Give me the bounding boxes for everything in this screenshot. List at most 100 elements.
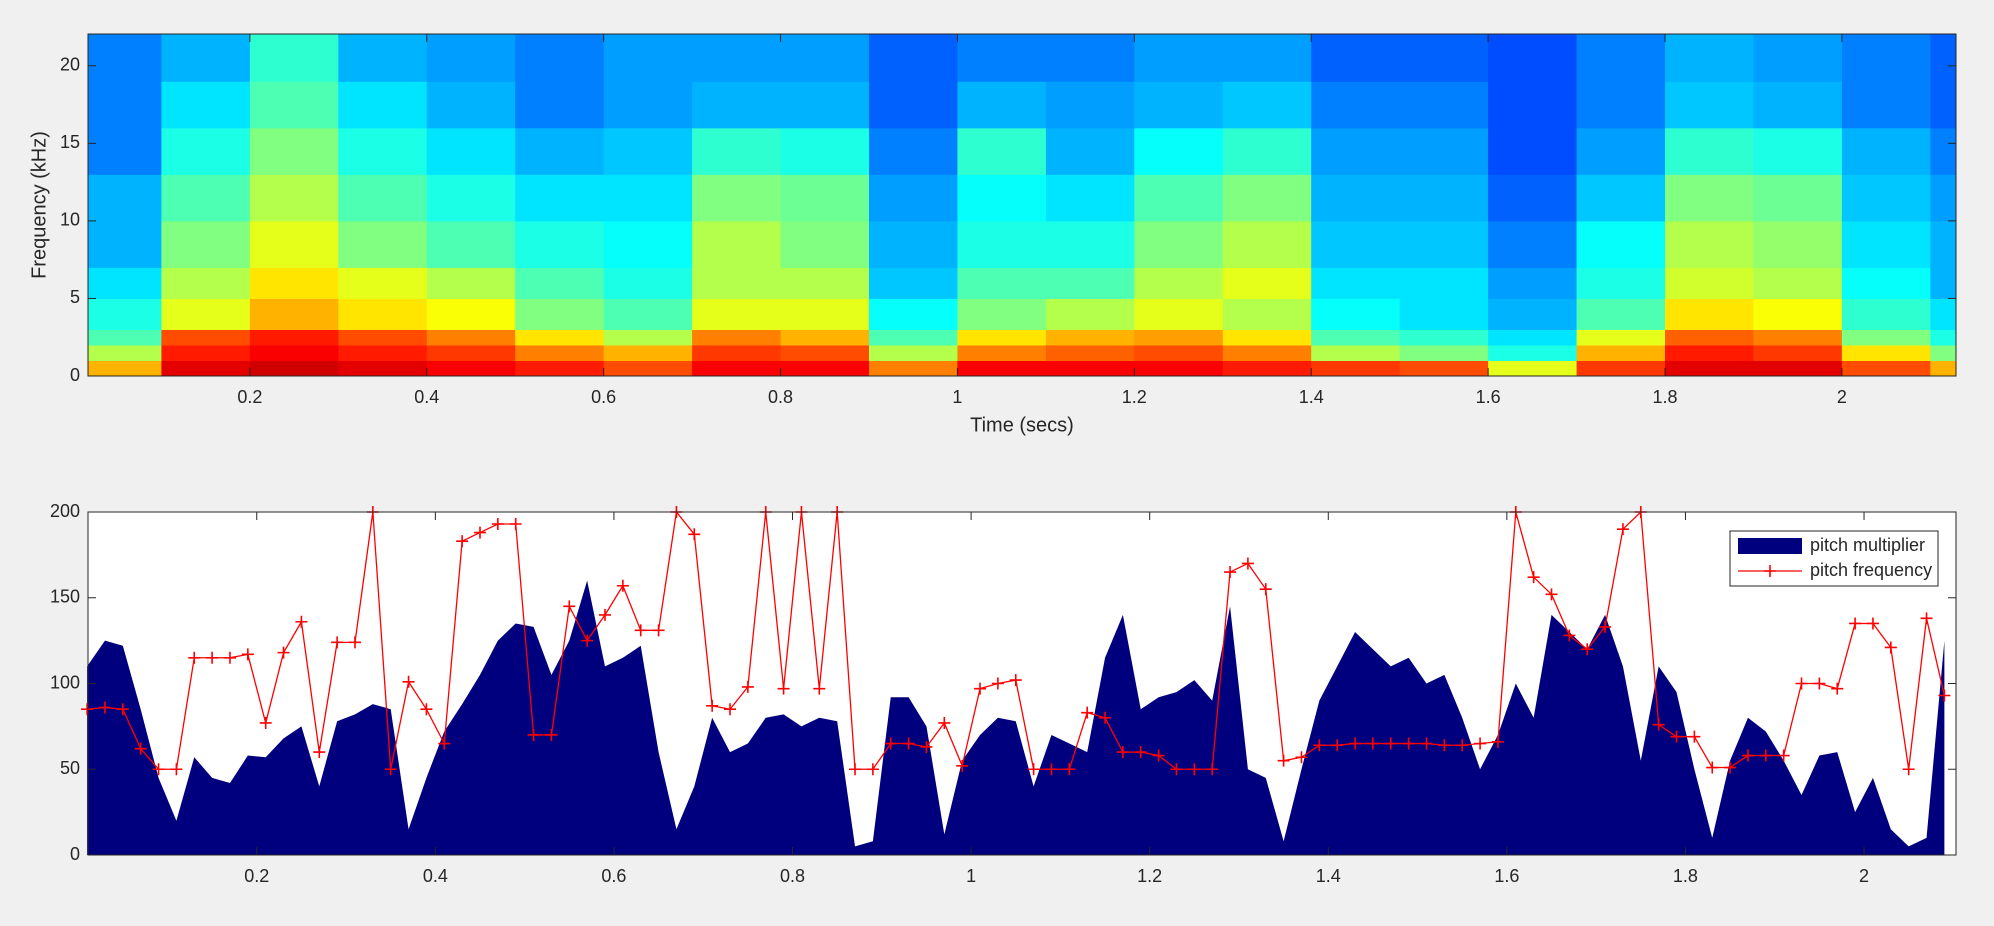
cell bbox=[603, 267, 693, 299]
cell bbox=[603, 360, 693, 376]
cell bbox=[1134, 174, 1224, 222]
marker bbox=[1206, 763, 1219, 776]
marker bbox=[849, 763, 862, 776]
cell bbox=[88, 220, 162, 268]
cell bbox=[1488, 34, 1578, 82]
cell bbox=[249, 34, 339, 82]
marker bbox=[1438, 739, 1451, 752]
cell bbox=[1311, 329, 1401, 346]
cell bbox=[1841, 220, 1931, 268]
marker bbox=[616, 579, 629, 592]
cell bbox=[1665, 34, 1754, 82]
marker bbox=[1366, 737, 1379, 750]
cell bbox=[426, 34, 516, 82]
cell bbox=[957, 220, 1047, 268]
cell bbox=[1576, 267, 1666, 299]
cell bbox=[603, 127, 693, 175]
cell bbox=[780, 329, 870, 346]
x-tick-label: 1.2 bbox=[1137, 866, 1162, 886]
cell bbox=[692, 298, 782, 330]
cell bbox=[338, 298, 428, 330]
marker bbox=[902, 737, 915, 750]
marker bbox=[1884, 641, 1897, 654]
marker bbox=[1777, 749, 1790, 762]
marker bbox=[1009, 674, 1022, 687]
cell bbox=[1399, 344, 1489, 361]
marker bbox=[402, 675, 415, 688]
cell bbox=[1134, 329, 1224, 346]
cell bbox=[603, 329, 693, 346]
cell bbox=[1222, 329, 1312, 346]
cell bbox=[88, 360, 162, 376]
cell bbox=[1399, 267, 1489, 299]
cell bbox=[1665, 344, 1754, 361]
cell bbox=[1576, 329, 1666, 346]
x-tick-label: 1.6 bbox=[1494, 866, 1519, 886]
cell bbox=[868, 344, 958, 361]
cell bbox=[603, 298, 693, 330]
y-tick-label: 150 bbox=[50, 587, 80, 607]
cell bbox=[1488, 127, 1578, 175]
x-tick-label: 2 bbox=[1859, 866, 1869, 886]
cell bbox=[1930, 81, 1956, 129]
cell bbox=[868, 34, 958, 82]
marker bbox=[491, 518, 504, 531]
y-tick-label: 10 bbox=[60, 210, 80, 230]
cell bbox=[1488, 329, 1578, 346]
cell bbox=[161, 174, 251, 222]
cell bbox=[957, 267, 1047, 299]
cell bbox=[1222, 344, 1312, 361]
cell bbox=[957, 298, 1047, 330]
x-tick-label: 0.6 bbox=[601, 866, 626, 886]
marker bbox=[1902, 763, 1915, 776]
marker bbox=[473, 526, 486, 539]
cell bbox=[1222, 298, 1312, 330]
cell bbox=[1488, 81, 1578, 129]
area bbox=[87, 580, 1945, 855]
cell bbox=[603, 174, 693, 222]
cell bbox=[515, 298, 605, 330]
x-tick-label: 0.8 bbox=[768, 387, 793, 407]
cell bbox=[1488, 344, 1578, 361]
cell bbox=[515, 127, 605, 175]
marker bbox=[134, 742, 147, 755]
cell bbox=[1930, 174, 1956, 222]
legend-marker bbox=[1764, 565, 1776, 577]
cell bbox=[161, 34, 251, 82]
marker bbox=[1724, 761, 1737, 774]
x-tick-label: 0.4 bbox=[423, 866, 448, 886]
cell bbox=[88, 174, 162, 222]
marker bbox=[384, 763, 397, 776]
cell bbox=[426, 267, 516, 299]
marker bbox=[1563, 629, 1576, 642]
marker bbox=[1581, 643, 1594, 656]
cell bbox=[1753, 344, 1843, 361]
cell bbox=[1841, 174, 1931, 222]
cell bbox=[515, 329, 605, 346]
marker bbox=[1224, 566, 1237, 579]
cell bbox=[88, 344, 162, 361]
marker bbox=[1866, 617, 1879, 630]
marker bbox=[1652, 718, 1665, 731]
cell bbox=[1930, 298, 1956, 330]
cell bbox=[1576, 344, 1666, 361]
cell bbox=[780, 127, 870, 175]
marker bbox=[188, 651, 201, 664]
cell bbox=[1045, 81, 1135, 129]
marker bbox=[1456, 739, 1469, 752]
y-tick-label: 15 bbox=[60, 132, 80, 152]
cell bbox=[426, 127, 516, 175]
cell bbox=[249, 329, 339, 346]
cell bbox=[1045, 360, 1135, 376]
marker bbox=[152, 763, 165, 776]
cell bbox=[161, 220, 251, 268]
marker bbox=[1474, 737, 1487, 750]
cell bbox=[1841, 34, 1931, 82]
cell bbox=[1311, 360, 1401, 376]
marker bbox=[170, 763, 183, 776]
cell bbox=[780, 360, 870, 376]
y-tick-label: 100 bbox=[50, 672, 80, 692]
cell bbox=[161, 267, 251, 299]
cell bbox=[868, 267, 958, 299]
cell bbox=[1134, 220, 1224, 268]
